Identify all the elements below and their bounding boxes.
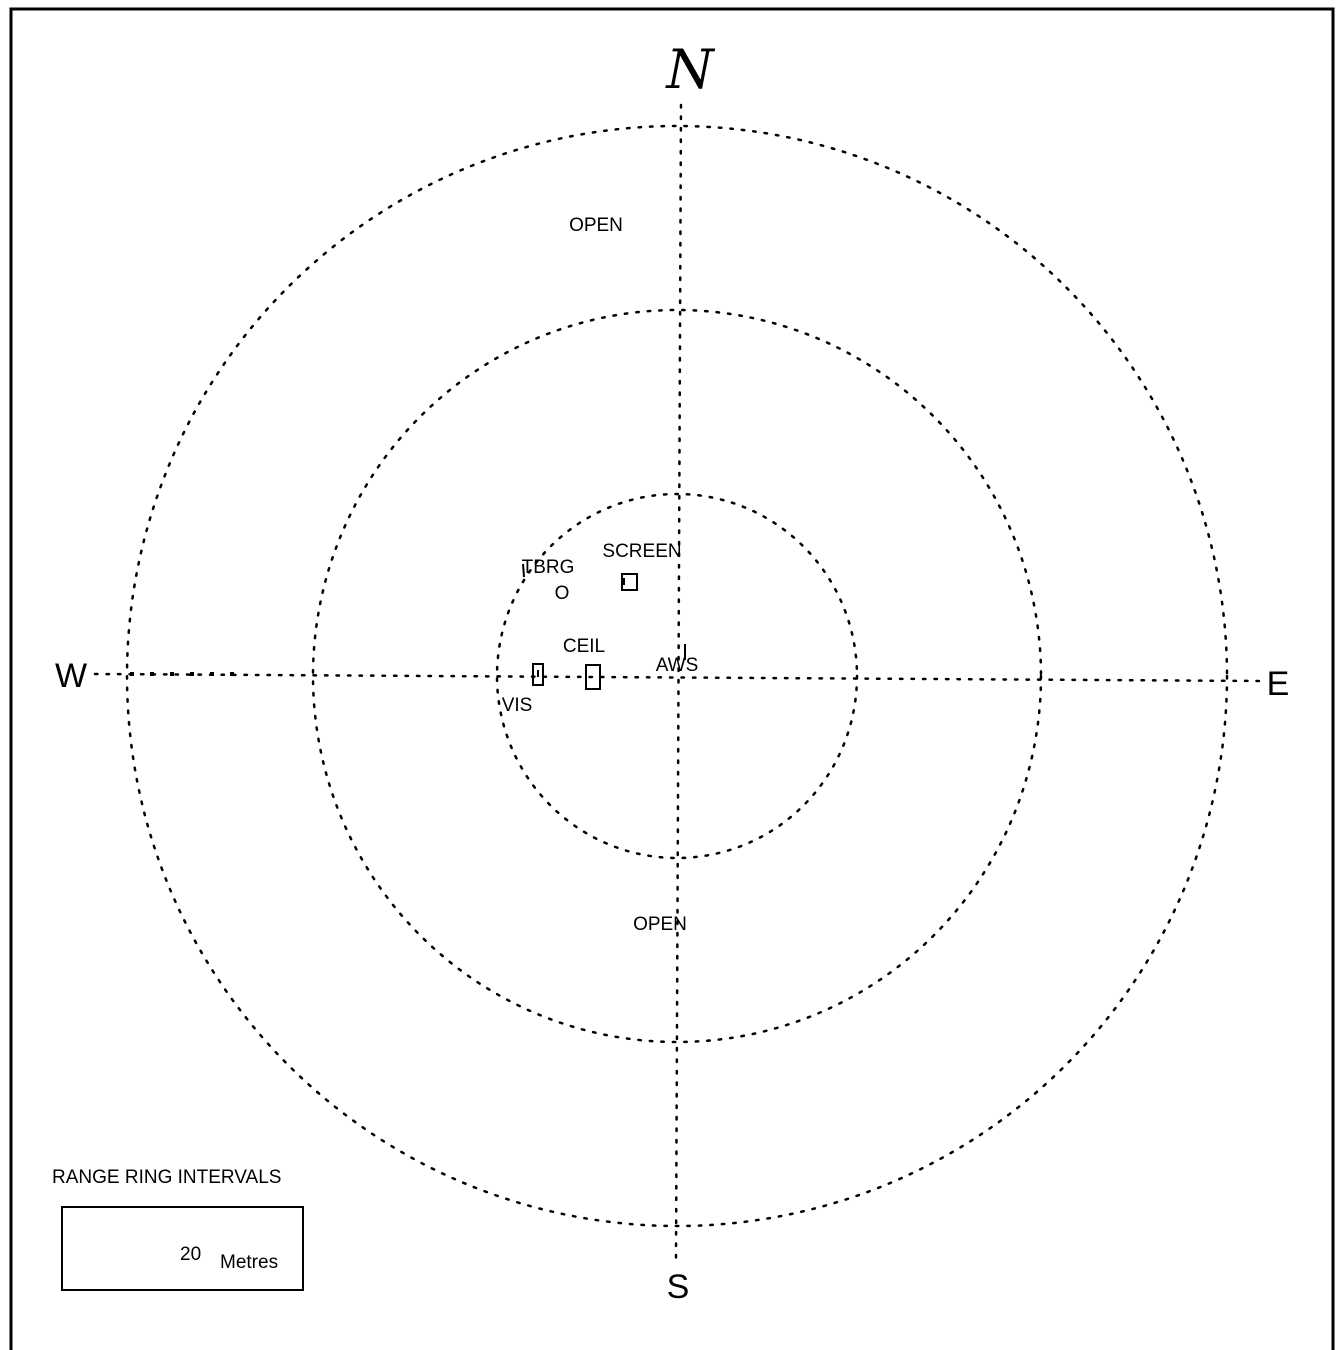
compass-east-label: E <box>1267 665 1290 703</box>
aws-label: AWS <box>656 655 699 676</box>
compass-south-label: S <box>667 1268 690 1306</box>
open-label-south: OPEN <box>633 914 687 935</box>
open-label-north: OPEN <box>569 215 623 236</box>
range-ring-outer <box>125 124 1229 1228</box>
compass-north-label: N <box>664 38 715 101</box>
north-south-axis <box>674 103 683 1260</box>
legend-title: RANGE RING INTERVALS <box>52 1167 281 1188</box>
west-east-axis <box>93 672 1264 683</box>
ceil-marker <box>585 664 601 690</box>
vis-label: VIS <box>502 695 533 716</box>
legend-value: 20 <box>180 1244 201 1265</box>
ceil-label: CEIL <box>563 636 605 657</box>
legend-unit: Metres <box>220 1252 278 1273</box>
tbrg-label-o: O <box>555 583 570 604</box>
screen-marker <box>621 573 638 591</box>
tbrg-label: TBRG <box>522 557 575 578</box>
range-ring-inner <box>495 492 859 860</box>
vis-marker <box>532 663 544 686</box>
page-border <box>9 7 1335 1350</box>
range-ring-middle <box>311 308 1043 1044</box>
compass-west-label: W <box>55 657 87 695</box>
legend-box <box>61 1206 304 1291</box>
screen-label: SCREEN <box>602 541 681 562</box>
tbrg-marker <box>522 563 525 578</box>
